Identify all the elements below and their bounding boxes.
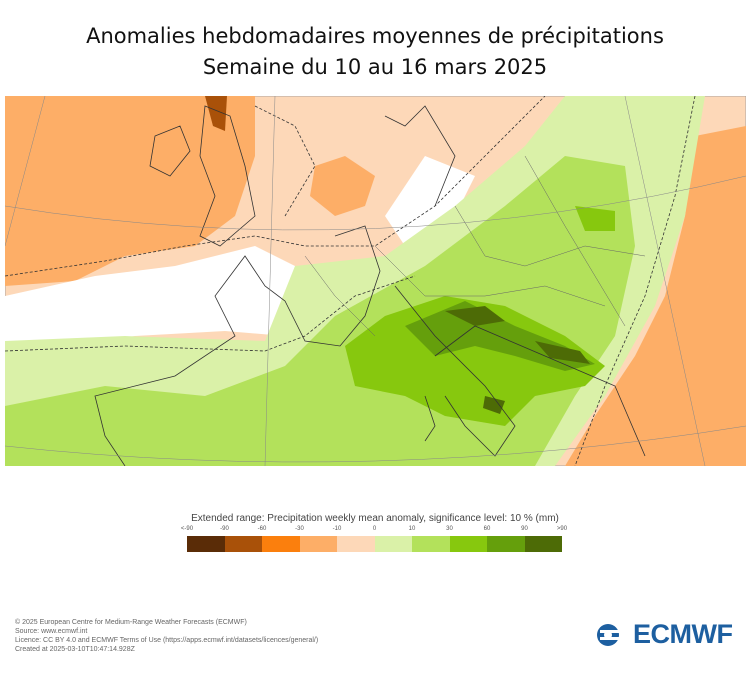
legend-swatch xyxy=(262,536,300,552)
anomaly-region-orange-atlantic xyxy=(5,96,255,286)
legend-tick: >90 xyxy=(556,526,568,532)
legend-tick: 0 xyxy=(372,526,377,532)
anomaly-region-white xyxy=(5,246,305,346)
anomaly-region-mid-green-north xyxy=(575,206,615,231)
anomaly-region-darkest-green xyxy=(445,306,590,414)
legend-ticks: <-90 -90 -60 -30 -10 0 10 30 60 90 >90 xyxy=(181,526,567,536)
legend-swatch xyxy=(299,536,337,552)
legend-tick: -60 xyxy=(257,526,267,532)
chart-subtitle: Semaine du 10 au 16 mars 2025 xyxy=(202,55,548,79)
legend-swatch xyxy=(487,536,525,552)
legend-tick: -30 xyxy=(295,526,304,532)
legend-tick: -10 xyxy=(332,526,342,532)
orange-region-north-scotland xyxy=(205,96,227,131)
precipitation-anomaly-map xyxy=(5,96,746,466)
significance-contours xyxy=(5,96,696,466)
legend-swatch xyxy=(224,536,262,552)
footer: © 2025 European Centre for Medium-Range … xyxy=(15,618,318,654)
legend-colorbar xyxy=(187,536,562,552)
anomaly-region-orange-north-sea xyxy=(310,156,375,216)
legend-swatch xyxy=(412,536,450,552)
legend-tick: 60 xyxy=(483,526,491,532)
legend-swatch xyxy=(449,536,487,552)
ecmwf-logo-icon xyxy=(597,623,628,646)
country-borders xyxy=(304,155,646,337)
legend-tick: <-90 xyxy=(180,526,194,532)
legend-swatch xyxy=(524,536,562,552)
legend-title: Extended range: Precipitation weekly mea… xyxy=(191,513,559,524)
legend-tick: 30 xyxy=(446,526,453,532)
legend-swatch xyxy=(337,536,375,552)
chart-title: Anomalies hebdomadaires moyennes de préc… xyxy=(86,24,664,48)
coastlines xyxy=(94,105,646,466)
source-line: Source: www.ecmwf.int xyxy=(15,628,88,635)
legend-swatch xyxy=(187,536,225,552)
legend-tick: -90 xyxy=(220,526,229,532)
graticule xyxy=(5,96,746,466)
legend-tick: 10 xyxy=(408,526,416,532)
copyright-line: © 2025 European Centre for Medium-Range … xyxy=(15,619,247,626)
created-line: Created at 2025-03-10T10:47:14.928Z xyxy=(15,646,135,653)
licence-line: Licence: CC BY 4.0 and ECMWF Terms of Us… xyxy=(15,637,319,644)
anomaly-region-white-2 xyxy=(385,156,475,246)
legend-swatch xyxy=(374,536,412,552)
anomaly-region-orange-east xyxy=(565,126,746,466)
ecmwf-logo-text: ECMWF xyxy=(633,619,733,649)
legend-tick: 90 xyxy=(521,526,528,532)
ecmwf-logo: ECMWF xyxy=(596,619,733,650)
